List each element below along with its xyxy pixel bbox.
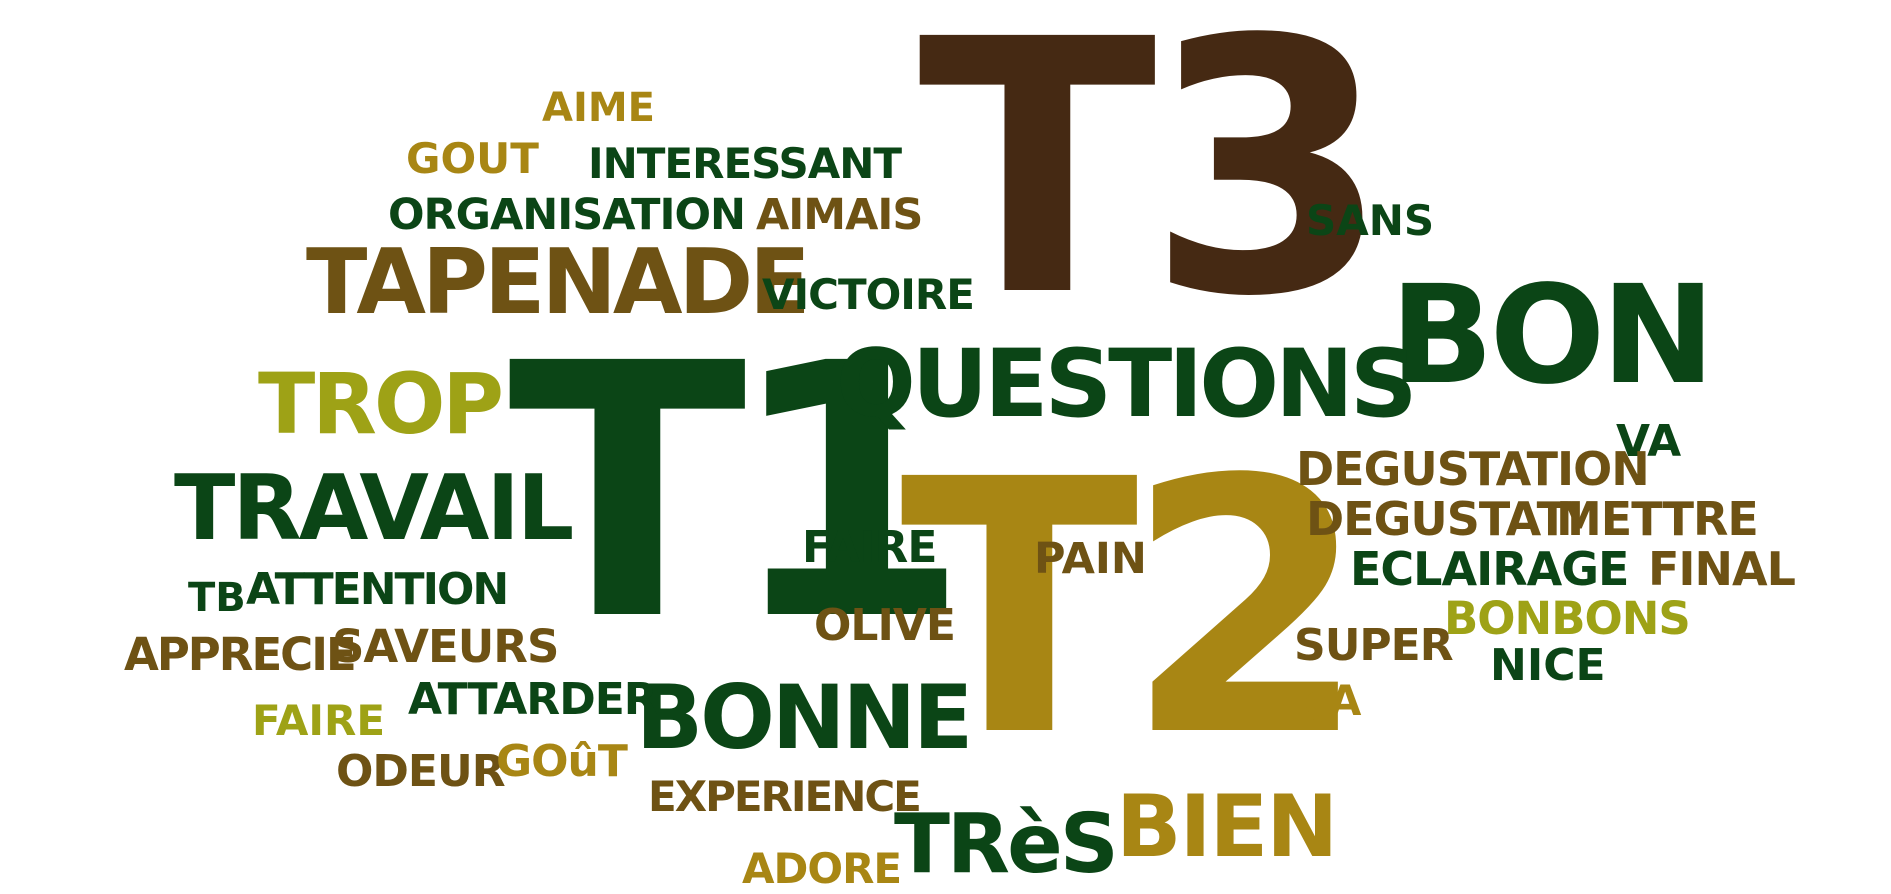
word-t3: T3 xyxy=(918,0,1390,373)
word-experience: EXPERIENCE xyxy=(648,772,922,821)
word-odeur: ODEUR xyxy=(336,746,506,797)
word-questions: QUESTIONS xyxy=(836,330,1418,439)
word-super: SUPER xyxy=(1294,620,1454,671)
word-bonbons: BONBONS xyxy=(1444,592,1691,645)
word-aime: AIME xyxy=(542,85,655,131)
word-bon: BON xyxy=(1390,257,1715,415)
word-organisation: ORGANISATION xyxy=(388,190,746,240)
word-t2: T2 xyxy=(900,405,1368,813)
word-saveurs: SAVEURS xyxy=(332,620,559,673)
word-interessant: INTERESSANT xyxy=(588,139,902,188)
word-tapenade: TAPENADE xyxy=(306,230,811,335)
word-travail: TRAVAIL xyxy=(174,456,574,561)
word-sans: SANS xyxy=(1306,196,1435,245)
word-olive: OLIVE xyxy=(814,600,956,651)
word-mettre: METTRE xyxy=(1556,492,1759,546)
word-bonne: BONNE xyxy=(636,666,973,769)
word-ca: çA xyxy=(1304,676,1362,725)
word-faire-left: FAIRE xyxy=(252,696,386,745)
word-va: VA xyxy=(1616,416,1682,467)
word-gout: GOUT xyxy=(406,134,539,183)
word-aimais: AIMAIS xyxy=(756,190,923,240)
word-bien: BIEN xyxy=(1116,777,1338,877)
word-nice: NICE xyxy=(1490,640,1606,691)
word-apprecie: APPRECIE xyxy=(124,628,357,681)
word-adore: ADORE xyxy=(742,844,902,893)
word-t1: T1 xyxy=(508,289,970,697)
word-eclairage: ECLAIRAGE xyxy=(1350,542,1629,596)
word-degustati: DEGUSTATI xyxy=(1306,492,1584,546)
word-faire-center: FAIRE xyxy=(802,522,937,573)
word-attarder: ATTARDER xyxy=(408,674,658,725)
word-pain: PAIN xyxy=(1034,534,1147,584)
word-tb: TB xyxy=(188,575,246,621)
word-gout-accent: GOûT xyxy=(496,736,628,787)
word-degustation: DEGUSTATION xyxy=(1296,442,1650,496)
word-final: FINAL xyxy=(1648,542,1796,596)
word-victoire: VICTOIRE xyxy=(762,270,975,319)
word-tres: TRèS xyxy=(894,797,1119,892)
word-trop: TROP xyxy=(258,355,504,453)
word-attention: ATTENTION xyxy=(246,564,509,615)
